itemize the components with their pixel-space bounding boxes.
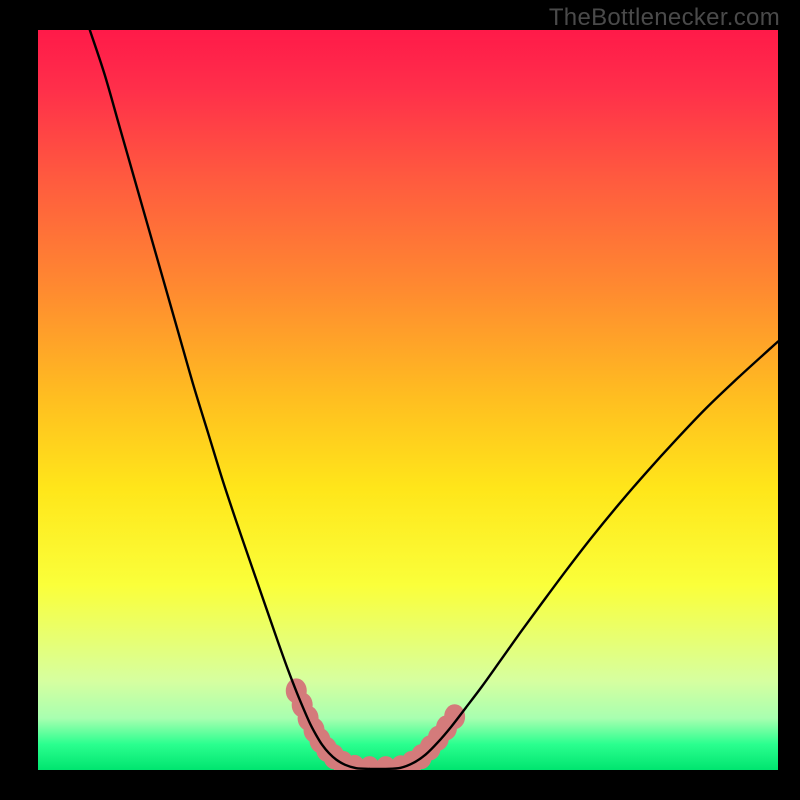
bead-right-7 <box>444 704 465 729</box>
bottleneck-curve-right <box>370 342 778 769</box>
curve-layer <box>38 30 778 770</box>
chart-stage: TheBottlenecker.com <box>0 0 800 800</box>
watermark-text: TheBottlenecker.com <box>549 4 780 32</box>
plot-area <box>38 30 778 770</box>
bottleneck-curve-left <box>90 30 370 769</box>
